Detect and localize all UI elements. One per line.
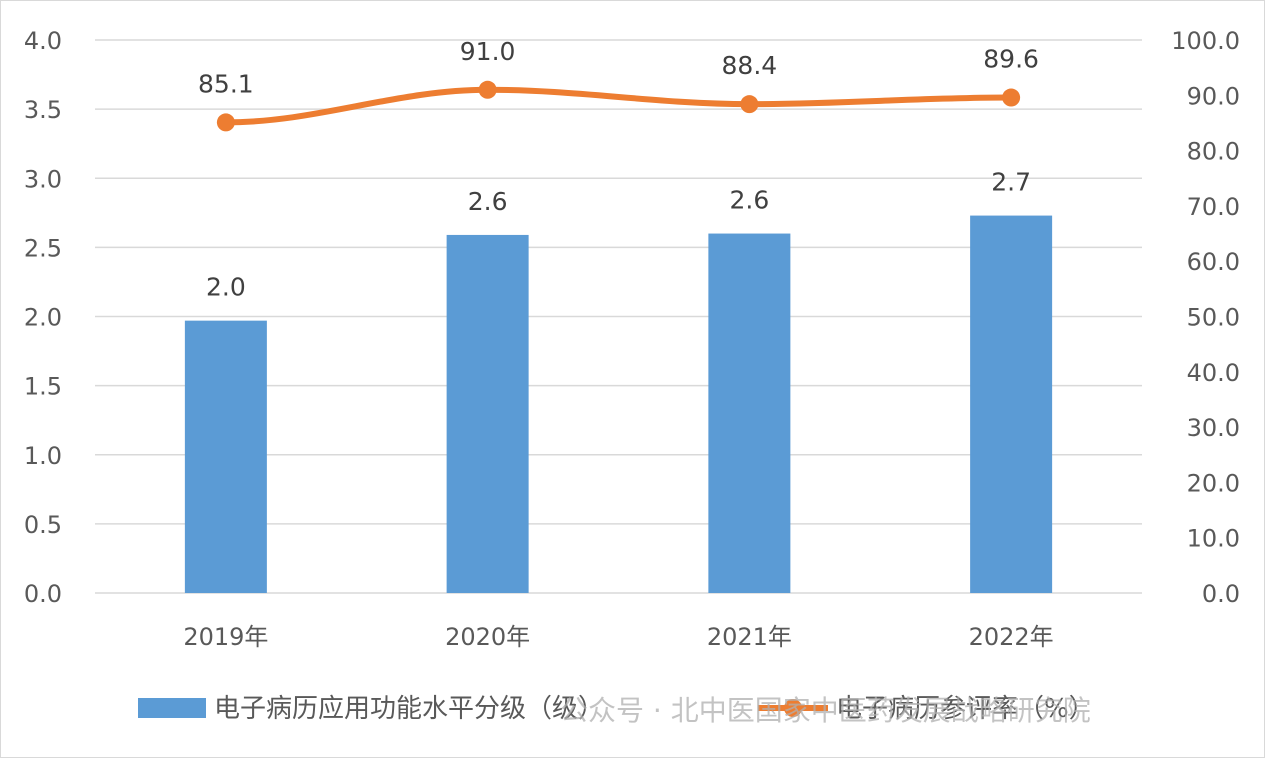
line-path	[222, 86, 1015, 126]
bar-data-label: 2.0	[206, 273, 246, 302]
right-tick-label: 10.0	[1187, 525, 1240, 553]
legend-line-marker	[784, 699, 802, 717]
bar-data-label: 2.6	[729, 186, 769, 215]
line-point	[478, 80, 497, 99]
left-tick-label: 3.5	[24, 96, 62, 124]
bar	[708, 233, 791, 594]
left-y-axis: 0.0 0.5 1.0 1.5 2.0 2.5 3.0 3.5 4.0	[24, 27, 62, 608]
x-tick-label: 2021年	[707, 623, 792, 651]
right-tick-label: 80.0	[1187, 138, 1240, 166]
line-data-label: 85.1	[198, 69, 254, 98]
right-tick-label: 50.0	[1187, 304, 1240, 332]
left-tick-label: 0.5	[24, 511, 62, 539]
left-tick-label: 1.0	[24, 442, 62, 470]
line-point	[216, 113, 235, 132]
right-tick-label: 60.0	[1187, 248, 1240, 276]
left-tick-label: 0.0	[24, 580, 62, 608]
line-data-label: 91.0	[460, 37, 516, 66]
left-tick-label: 2.0	[24, 304, 62, 332]
right-tick-label: 40.0	[1187, 359, 1240, 387]
x-tick-label: 2020年	[445, 623, 530, 651]
bar	[970, 215, 1053, 593]
legend-line-label: 电子病历参评率（%）	[836, 694, 1095, 724]
left-tick-label: 3.0	[24, 165, 62, 193]
line-data-label: 89.6	[983, 45, 1039, 74]
right-tick-label: 100.0	[1171, 27, 1240, 55]
left-tick-label: 4.0	[24, 27, 62, 55]
bar	[446, 234, 529, 593]
left-tick-label: 2.5	[24, 234, 62, 262]
gridlines	[95, 39, 1142, 594]
right-tick-label: 90.0	[1187, 82, 1240, 110]
legend: 电子病历应用功能水平分级（级） 电子病历参评率（%）	[138, 694, 1095, 724]
watermark-text: 公众号 · 北中医国家中医药发展战略研究院	[560, 694, 1091, 727]
left-tick-label: 1.5	[24, 373, 62, 401]
bar	[184, 320, 267, 593]
x-tick-label: 2022年	[969, 623, 1054, 651]
bar-data-label: 2.6	[468, 187, 508, 216]
bar-series: 2.0 2.6 2.6 2.7	[184, 168, 1053, 594]
legend-bar-label: 电子病历应用功能水平分级（级）	[214, 694, 604, 724]
x-tick-label: 2019年	[183, 623, 268, 651]
line-point	[740, 95, 759, 114]
right-tick-label: 0.0	[1202, 580, 1240, 608]
line-point	[1002, 88, 1021, 107]
x-axis: 2019年 2020年 2021年 2022年	[183, 623, 1053, 651]
right-tick-label: 20.0	[1187, 469, 1240, 497]
legend-bar-swatch	[138, 698, 206, 718]
right-tick-label: 70.0	[1187, 193, 1240, 221]
right-y-axis: 0.0 10.0 20.0 30.0 40.0 50.0 60.0 70.0 80.0 90.0 1…	[1171, 27, 1240, 608]
right-tick-label: 30.0	[1187, 414, 1240, 442]
watermark: 公众号 · 北中医国家中医药发展战略研究院	[560, 694, 1091, 727]
line-data-label: 88.4	[722, 51, 778, 80]
bar-data-label: 2.7	[991, 168, 1031, 197]
line-series: 85.1 91.0 88.4 89.6	[198, 37, 1039, 132]
